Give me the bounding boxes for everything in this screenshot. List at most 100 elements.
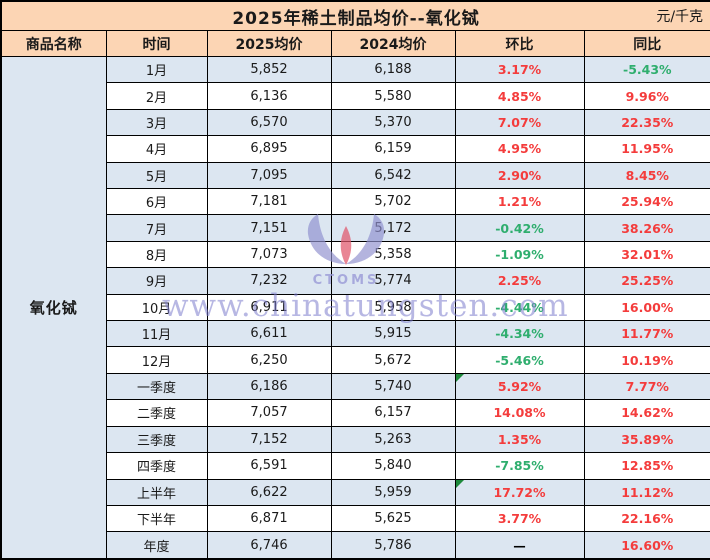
- table-row: 12月 6,250 5,672 -5.46% 10.19%: [1, 346, 710, 374]
- mom-cell: 14.08%: [454, 399, 585, 427]
- mom-cell: 5.92%: [454, 372, 585, 401]
- price-2024-cell: 5,672: [330, 346, 456, 374]
- table-row: 6月 7,181 5,702 1.21% 25.94%: [1, 188, 710, 216]
- cell-flag-triangle: [456, 480, 464, 488]
- period-cell: 10月: [105, 293, 208, 322]
- page-title: 2025年稀土制品均价--氧化铽: [232, 8, 480, 29]
- mom-cell: —: [454, 531, 585, 560]
- period-cell: 上半年: [105, 478, 208, 506]
- price-2025-cell: 6,895: [206, 135, 332, 163]
- yoy-cell: -5.43%: [583, 55, 710, 84]
- title-row: 2025年稀土制品均价--氧化铽 元/千克: [0, 0, 710, 31]
- mom-cell: 3.77%: [454, 504, 585, 533]
- price-2024-cell: 6,159: [330, 135, 456, 163]
- table-row: 4月 6,895 6,159 4.95% 11.95%: [1, 135, 710, 163]
- yoy-cell: 22.35%: [583, 108, 710, 137]
- price-2025-cell: 7,151: [206, 214, 332, 242]
- period-cell: 12月: [105, 346, 208, 374]
- price-2025-cell: 6,611: [206, 320, 332, 348]
- column-header-mom: 环比: [454, 30, 585, 57]
- mom-cell: -5.46%: [454, 346, 585, 374]
- period-cell: 三季度: [105, 425, 208, 454]
- table-row: 氧化铽 1月 5,852 6,188 3.17% -5.43%: [0, 55, 710, 560]
- price-2024-cell: 5,774: [330, 267, 456, 295]
- table-row: 三季度 7,152 5,263 1.35% 35.89%: [1, 425, 710, 454]
- unit-label: 元/千克: [656, 9, 704, 25]
- price-2025-cell: 7,152: [206, 425, 332, 454]
- mom-cell: -4.34%: [454, 320, 585, 348]
- column-header-product: 商品名称: [0, 30, 107, 57]
- price-2025-cell: 6,871: [206, 504, 332, 533]
- price-2024-cell: 5,840: [330, 452, 456, 480]
- price-2024-cell: 5,915: [330, 320, 456, 348]
- price-2025-cell: 6,570: [206, 108, 332, 137]
- table-row: 3月 6,570 5,370 7.07% 22.35%: [1, 108, 710, 137]
- price-2024-cell: 5,702: [330, 188, 456, 216]
- price-2025-cell: 6,186: [206, 372, 332, 401]
- price-2024-cell: 5,358: [330, 240, 456, 269]
- price-2024-cell: 5,580: [330, 82, 456, 110]
- yoy-cell: 38.26%: [583, 214, 710, 242]
- table-row: 2月 6,136 5,580 4.85% 9.96%: [1, 82, 710, 110]
- period-cell: 9月: [105, 267, 208, 295]
- table-row: 5月 7,095 6,542 2.90% 8.45%: [1, 161, 710, 190]
- table-row: 四季度 6,591 5,840 -7.85% 12.85%: [1, 452, 710, 480]
- table-row: 9月 7,232 5,774 2.25% 25.25%: [1, 267, 710, 295]
- yoy-cell: 14.62%: [583, 399, 710, 427]
- table-body: 氧化铽 1月 5,852 6,188 3.17% -5.43% 2月 6,136 5,580 4.…: [0, 55, 710, 560]
- table-row: 年度 6,746 5,786—16.60%: [1, 531, 710, 560]
- price-2024-cell: 5,625: [330, 504, 456, 533]
- price-2024-cell: 5,740: [330, 372, 456, 401]
- price-2024-cell: 5,172: [330, 214, 456, 242]
- price-2024-cell: 5,959: [330, 478, 456, 506]
- title-cell: 2025年稀土制品均价--氧化铽 元/千克: [0, 0, 710, 31]
- period-cell: 下半年: [105, 504, 208, 533]
- mom-cell: -4.44%: [454, 293, 585, 322]
- price-2025-cell: 7,095: [206, 161, 332, 190]
- yoy-cell: 12.85%: [583, 452, 710, 480]
- table-row: 二季度 7,057 6,157 14.08% 14.62%: [1, 399, 710, 427]
- price-2025-cell: 5,852: [206, 55, 332, 84]
- mom-cell: 1.35%: [454, 425, 585, 454]
- period-cell: 4月: [105, 135, 208, 163]
- period-cell: 一季度: [105, 372, 208, 401]
- mom-cell: 2.90%: [454, 161, 585, 190]
- price-2025-cell: 7,057: [206, 399, 332, 427]
- price-2025-cell: 6,591: [206, 452, 332, 480]
- period-cell: 8月: [105, 240, 208, 269]
- period-cell: 7月: [105, 214, 208, 242]
- price-2024-cell: 5,786: [330, 531, 456, 560]
- price-2025-cell: 7,181: [206, 188, 332, 216]
- mom-cell: -1.09%: [454, 240, 585, 269]
- mom-cell: 4.95%: [454, 135, 585, 163]
- price-2025-cell: 6,250: [206, 346, 332, 374]
- yoy-cell: 11.95%: [583, 135, 710, 163]
- table-row: 下半年 6,871 5,625 3.77% 22.16%: [1, 504, 710, 533]
- period-cell: 1月: [105, 55, 208, 84]
- mom-cell: 7.07%: [454, 108, 585, 137]
- mom-cell: 1.21%: [454, 188, 585, 216]
- mom-cell: -7.85%: [454, 452, 585, 480]
- price-2025-cell: 6,746: [206, 531, 332, 560]
- yoy-cell: 9.96%: [583, 82, 710, 110]
- price-2025-cell: 6,911: [206, 293, 332, 322]
- price-2025-cell: 6,622: [206, 478, 332, 506]
- product-name-cell: 氧化铽: [0, 56, 107, 560]
- table-row: 一季度 6,186 5,740 5.92% 7.77%: [1, 372, 710, 401]
- period-cell: 3月: [105, 108, 208, 137]
- price-2024-cell: 5,958: [330, 293, 456, 322]
- yoy-cell: 32.01%: [583, 240, 710, 269]
- yoy-cell: 22.16%: [583, 504, 710, 533]
- column-header-2025-price: 2025均价: [206, 30, 332, 57]
- table-row: 上半年 6,622 5,959 17.72% 11.12%: [1, 478, 710, 506]
- mom-cell: 3.17%: [454, 55, 585, 84]
- period-cell: 二季度: [105, 399, 208, 427]
- price-2024-cell: 6,157: [330, 399, 456, 427]
- period-cell: 5月: [105, 161, 208, 190]
- period-cell: 11月: [105, 320, 208, 348]
- mom-cell: 2.25%: [454, 267, 585, 295]
- table-row: 8月 7,073 5,358 -1.09% 32.01%: [1, 240, 710, 269]
- price-2025-cell: 7,232: [206, 267, 332, 295]
- price-2025-cell: 6,136: [206, 82, 332, 110]
- price-2024-cell: 5,370: [330, 108, 456, 137]
